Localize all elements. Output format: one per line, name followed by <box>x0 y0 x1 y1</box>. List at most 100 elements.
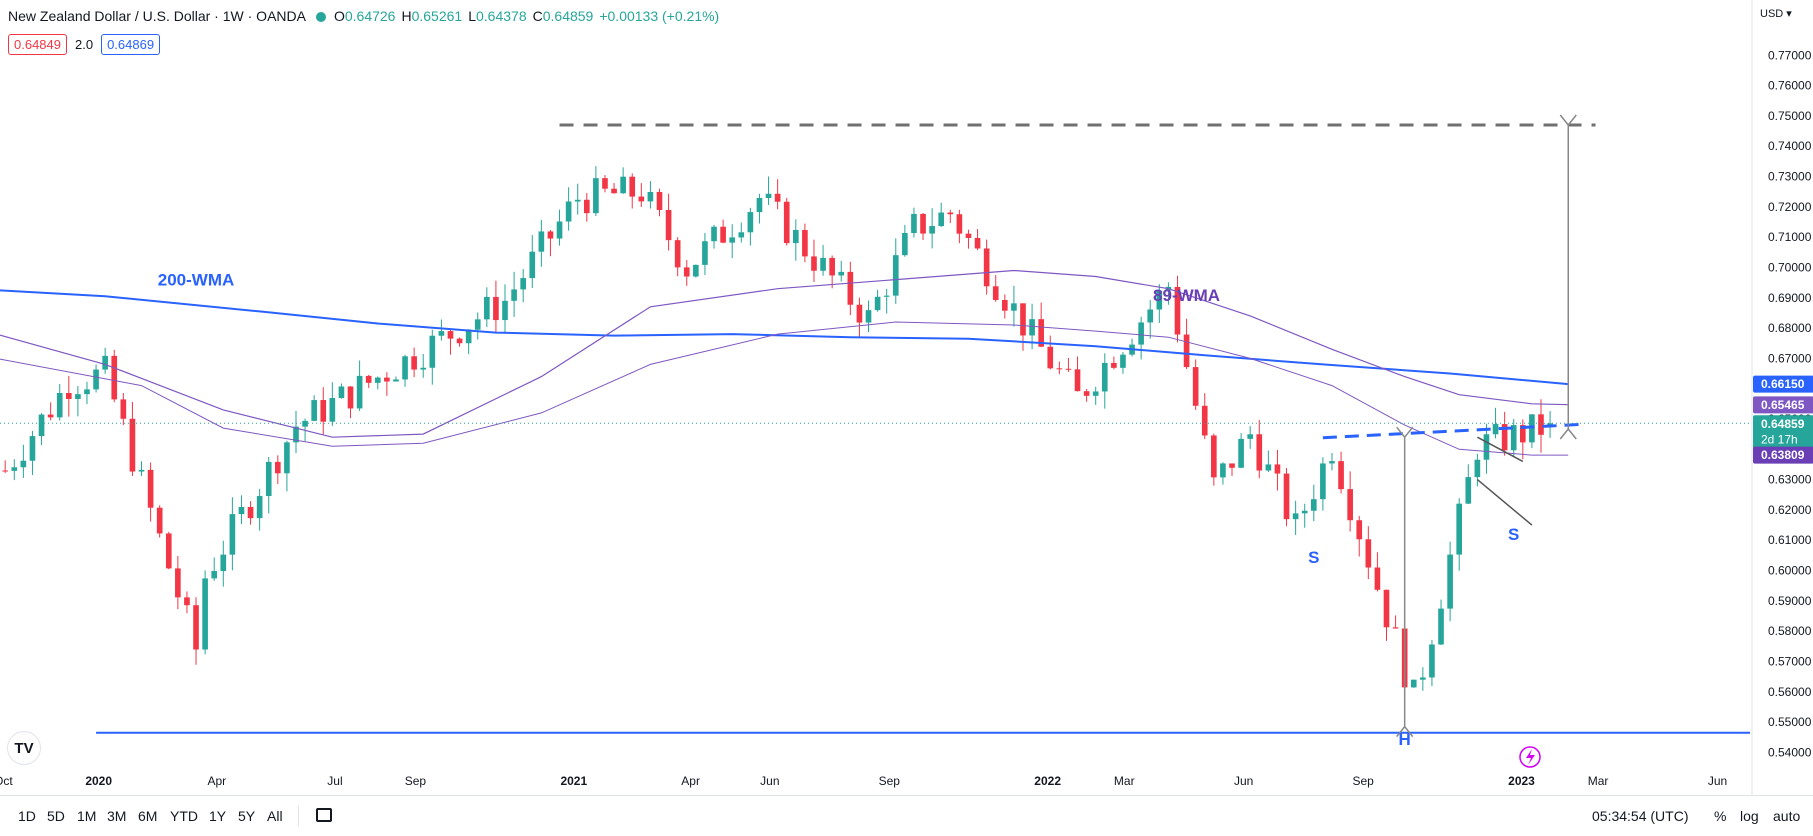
x-tick-label: Sep <box>405 774 427 788</box>
candle-body <box>1456 503 1463 555</box>
calendar-icon[interactable] <box>316 808 332 822</box>
y-tick-label: 0.59000 <box>1768 594 1812 608</box>
tradingview-logo-icon[interactable]: TV <box>8 732 40 764</box>
candle-body <box>384 377 390 382</box>
candle-body <box>1374 567 1381 590</box>
candle-body <box>1101 362 1108 392</box>
candle-body <box>129 418 136 472</box>
candle-body <box>1238 438 1244 468</box>
candle-body <box>1265 464 1272 471</box>
percent-toggle[interactable]: % <box>1714 808 1727 824</box>
candle-body <box>992 286 999 300</box>
candle-body <box>193 605 199 650</box>
candle-body <box>293 426 299 443</box>
candle-body <box>1065 368 1072 370</box>
range-button-6m[interactable]: 6M <box>138 808 158 824</box>
range-button-1y[interactable]: 1Y <box>209 808 227 824</box>
y-tick-label: 0.61000 <box>1768 533 1812 547</box>
x-tick-label: Apr <box>681 774 700 788</box>
range-button-ytd[interactable]: YTD <box>170 808 198 824</box>
candle-body <box>38 414 45 437</box>
symbol-title[interactable]: New Zealand Dollar / U.S. Dollar · 1W · … <box>8 8 306 24</box>
x-tick-label: Jun <box>1234 774 1253 788</box>
range-button-3m[interactable]: 3M <box>107 808 127 824</box>
log-toggle[interactable]: log <box>1740 808 1759 824</box>
candle-body <box>1283 473 1290 520</box>
candle-body <box>792 229 799 244</box>
candle-body <box>211 571 218 579</box>
lightning-event-icon <box>1519 746 1541 768</box>
clock-utc[interactable]: 05:34:54 (UTC) <box>1592 808 1689 824</box>
price-label-tag <box>1753 375 1813 393</box>
candle-body <box>338 386 345 399</box>
y-tick-label: 0.57000 <box>1768 654 1812 668</box>
price-label-text: 0.66150 <box>1761 377 1805 391</box>
bid-ask-row: 0.64849 2.0 0.64869 <box>8 34 161 55</box>
candle-body <box>1092 391 1099 396</box>
candle-body <box>920 213 926 234</box>
candle-body <box>1538 414 1544 435</box>
candle-body <box>711 226 717 242</box>
candle-body <box>1465 477 1472 504</box>
candle-body <box>602 178 608 189</box>
candle-body <box>1310 499 1317 511</box>
x-tick-label: 2022 <box>1034 774 1061 788</box>
candle-body <box>93 369 99 390</box>
price-label-tag <box>1753 396 1813 414</box>
auto-toggle[interactable]: auto <box>1773 808 1801 824</box>
candle-body <box>1056 368 1063 370</box>
x-tick-label: Apr <box>207 774 226 788</box>
candle-body <box>929 226 935 234</box>
range-button-5d[interactable]: 5D <box>47 808 65 824</box>
candle-body <box>447 331 454 339</box>
candle-body <box>256 496 263 519</box>
candle-body <box>838 271 845 276</box>
market-open-icon <box>315 12 326 22</box>
candle-body <box>1492 424 1499 435</box>
candle-body <box>502 300 508 321</box>
candle-body <box>511 289 517 301</box>
candle-body <box>1365 539 1372 568</box>
bar-countdown-text: 2d 17h <box>1761 432 1798 446</box>
candle-body <box>1410 679 1417 688</box>
candle-body <box>1338 461 1344 490</box>
candle-body <box>556 221 563 239</box>
candle-body <box>1501 424 1508 451</box>
candle-body <box>165 533 172 569</box>
range-button-all[interactable]: All <box>267 808 283 824</box>
candle-body <box>1292 513 1299 520</box>
candle-body <box>947 212 954 215</box>
y-tick-label: 0.67000 <box>1768 351 1812 365</box>
candle-body <box>1438 608 1444 645</box>
candle-body <box>892 255 899 296</box>
price-label-tag <box>1753 415 1813 450</box>
x-tick-label: Sep <box>879 774 901 788</box>
candle-body <box>75 394 81 399</box>
candle-body <box>65 392 72 399</box>
x-tick-label: Sep <box>1352 774 1374 788</box>
buy-price-button[interactable]: 0.64869 <box>101 34 161 55</box>
candle-body <box>756 198 763 213</box>
candle-body <box>674 240 681 268</box>
x-tick-label: Jun <box>760 774 779 788</box>
candle-body <box>311 400 317 421</box>
head-measure-arrow-head <box>1396 426 1414 439</box>
candle-body <box>620 176 626 194</box>
candle-body <box>747 212 754 233</box>
candle-body <box>538 231 545 252</box>
candle-body <box>184 597 190 606</box>
range-button-1m[interactable]: 1M <box>77 808 97 824</box>
range-button-5y[interactable]: 5Y <box>238 808 256 824</box>
annotation-label: H <box>1399 730 1411 749</box>
wedge-upper-line <box>1477 436 1524 463</box>
price-label-text: 0.64859 <box>1761 417 1805 431</box>
sell-price-button[interactable]: 0.64849 <box>8 34 67 55</box>
range-button-1d[interactable]: 1D <box>18 808 36 824</box>
candle-body <box>520 278 526 290</box>
candle-body <box>693 264 699 277</box>
candle-body <box>2 470 9 472</box>
candle-body <box>1183 334 1190 368</box>
candle-body <box>1301 510 1308 514</box>
candle-body <box>565 201 572 222</box>
